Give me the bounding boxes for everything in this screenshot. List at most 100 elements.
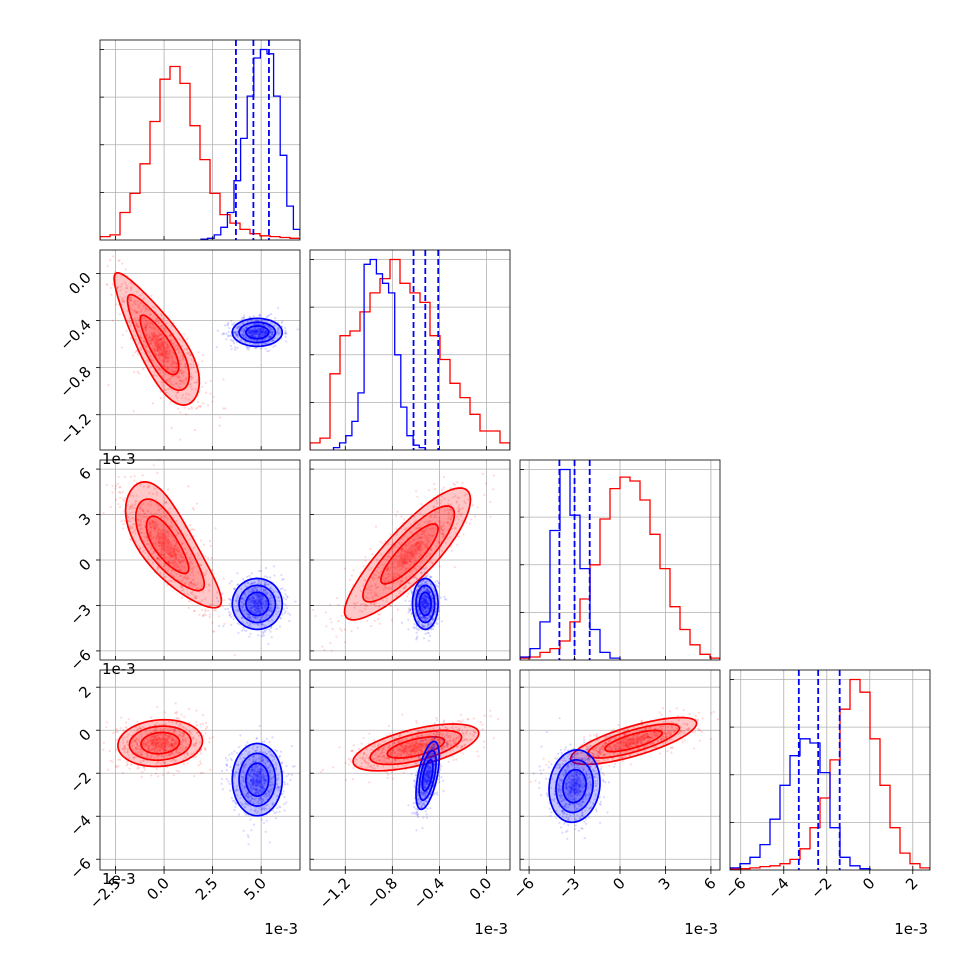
scatter-point: [373, 602, 376, 606]
scatter-point: [177, 375, 180, 378]
scatter-point: [386, 566, 389, 570]
scatter-point: [282, 578, 285, 581]
scatter-point: [244, 585, 247, 588]
scatter-point: [262, 610, 265, 613]
scatter-point: [429, 576, 432, 579]
scatter-point: [458, 512, 461, 516]
scatter-point: [149, 535, 152, 539]
scatter-point: [252, 615, 255, 619]
scatter-point: [259, 327, 262, 330]
scatter-point: [467, 498, 470, 501]
scatter-series_a: [74, 192, 227, 441]
scatter-point: [207, 583, 210, 586]
scatter-point: [147, 485, 150, 488]
scatter-point: [489, 515, 492, 518]
scatter-point: [196, 379, 199, 382]
scatter-point: [261, 330, 264, 334]
scatter-point: [261, 338, 264, 342]
scatter-point: [409, 551, 412, 555]
scatter-point: [268, 628, 271, 631]
scatter-point: [262, 589, 265, 592]
scatter-point: [165, 360, 168, 363]
scatter-point: [242, 597, 245, 600]
scatter-point: [153, 527, 156, 531]
scatter-point: [259, 611, 262, 614]
scatter-point: [258, 618, 261, 622]
scatter-point: [272, 345, 275, 348]
scatter-point: [234, 599, 238, 603]
scatter-point: [139, 483, 142, 486]
scatter-point: [379, 540, 382, 543]
scatter-point: [141, 509, 144, 512]
scatter-point: [247, 613, 250, 617]
scatter-point: [265, 591, 268, 594]
scatter-point: [263, 606, 266, 609]
scatter-point: [242, 593, 245, 596]
scatter-point: [195, 595, 198, 598]
scatter-point: [251, 331, 254, 334]
scatter-point: [181, 589, 184, 592]
scatter-point: [344, 641, 347, 644]
scatter-point: [262, 328, 265, 331]
scatter-point: [118, 259, 121, 262]
scatter-point: [136, 311, 139, 314]
scatter-point: [440, 528, 443, 531]
scatter-point: [258, 314, 261, 318]
scatter-point: [203, 574, 207, 577]
scatter-point: [242, 316, 245, 319]
scatter-point: [139, 523, 142, 526]
scatter-point: [245, 326, 248, 329]
scatter-point: [201, 385, 204, 388]
scatter-point: [249, 609, 252, 612]
scatter-point: [259, 333, 262, 336]
scatter-point: [249, 331, 252, 334]
scatter-point: [240, 600, 243, 604]
scatter-point: [458, 535, 461, 538]
scatter-point: [160, 536, 163, 539]
scatter-point: [423, 546, 426, 549]
scatter-point: [162, 388, 165, 391]
scatter-point: [155, 338, 158, 341]
scatter-point: [179, 438, 182, 441]
scatter-point: [222, 577, 225, 580]
scatter-point: [260, 586, 263, 590]
scatter-point: [156, 348, 159, 351]
scatter-point: [245, 629, 248, 633]
scatter-point: [245, 336, 248, 339]
scatter-point: [133, 529, 136, 532]
scatter-point: [190, 553, 193, 556]
scatter-point: [74, 192, 76, 194]
scatter-point: [202, 543, 205, 546]
scatter-point: [187, 708, 190, 711]
scatter-point: [120, 283, 123, 286]
scatter-point: [149, 313, 152, 316]
scatter-point: [413, 576, 416, 579]
scatter-point: [145, 334, 148, 337]
scatter-point: [155, 535, 158, 538]
scatter-point: [178, 770, 181, 773]
scatter-point: [199, 564, 202, 567]
scatter-point: [400, 560, 403, 563]
scatter-point: [271, 339, 274, 342]
scatter-point: [183, 715, 186, 718]
scatter-point: [273, 324, 276, 327]
scatter-point: [250, 600, 253, 603]
scatter-point: [284, 332, 287, 336]
scatter-point: [476, 506, 479, 509]
scatter-point: [133, 479, 136, 482]
scatter-point: [391, 576, 394, 579]
scatter-point: [116, 482, 120, 485]
scatter-point: [253, 323, 256, 326]
scatter-point: [155, 491, 159, 494]
scatter-point: [232, 587, 235, 591]
scatter-point: [257, 333, 260, 336]
scatter-point: [359, 571, 362, 574]
marginal-panel-0: [99, 39, 301, 241]
scatter-point: [157, 343, 160, 346]
scatter-point: [399, 581, 402, 584]
scatter-point: [159, 338, 162, 341]
scatter-point: [259, 603, 262, 606]
scatter-point: [171, 528, 174, 531]
scatter-point: [131, 303, 134, 307]
scatter-point: [240, 597, 243, 601]
